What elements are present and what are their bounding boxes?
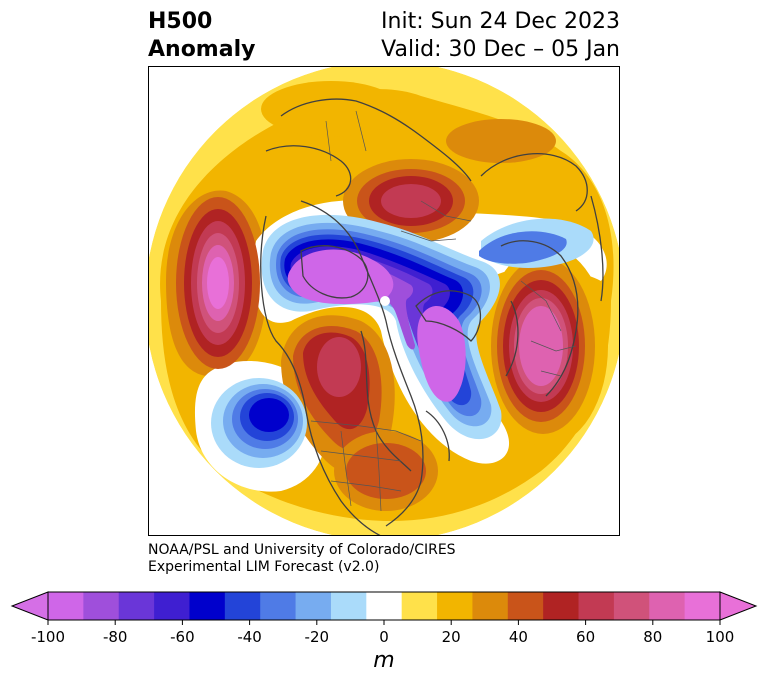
- init-date: Init: Sun 24 Dec 2023: [381, 9, 620, 34]
- colorbar-segment: [48, 592, 84, 620]
- colorbar-segment: [189, 592, 226, 620]
- colorbar-segments: [10, 591, 758, 621]
- anomaly-map: [148, 66, 620, 536]
- colorbar-tick-label: 100: [706, 628, 735, 646]
- colorbar-segment: [330, 592, 367, 620]
- colorbar: -100 -80 -60 -40 -20 0 20 40 60 80 100: [10, 591, 758, 646]
- colorbar-segment: [507, 592, 544, 620]
- colorbar-tick-label: -20: [305, 628, 330, 646]
- colorbar-segment: [684, 592, 721, 620]
- pacific-trough: [211, 378, 307, 468]
- colorbar-segment: [401, 592, 438, 620]
- colorbar-segment: [118, 592, 155, 620]
- europe-ridge: [484, 246, 608, 446]
- valid-date: Valid: 30 Dec – 05 Jan: [381, 37, 620, 62]
- colorbar-segment: [295, 592, 332, 620]
- colorbar-extend-high: [719, 591, 758, 621]
- colorbar-tick-label: 60: [576, 628, 595, 646]
- credit-block: NOAA/PSL and University of Colorado/CIRE…: [148, 542, 456, 576]
- title-line-1: H500: [148, 9, 213, 34]
- western-ridge: [281, 315, 395, 474]
- colorbar-segment: [366, 592, 403, 620]
- scandinavia-trough: [479, 231, 567, 264]
- north-ridge: [261, 81, 401, 137]
- colorbar-segment: [613, 592, 650, 620]
- colorbar-tick-label: -100: [31, 628, 65, 646]
- southeast-ridge: [334, 431, 438, 511]
- colorbar-segment: [224, 592, 261, 620]
- colorbar-segment: [649, 592, 686, 620]
- forecast-dates: Init: Sun 24 Dec 2023 Valid: 30 Dec – 05…: [381, 8, 620, 64]
- colorbar-segment: [472, 592, 509, 620]
- colorbar-unit: m: [373, 648, 395, 673]
- credit-line-1: NOAA/PSL and University of Colorado/CIRE…: [148, 542, 456, 558]
- pacific-ridge: [176, 197, 260, 369]
- colorbar-tick-label: -80: [103, 628, 128, 646]
- map-canvas: [149, 67, 619, 535]
- north-ridge: [446, 119, 556, 163]
- colorbar-tick-label: 0: [379, 628, 389, 646]
- coastlines: [260, 98, 604, 535]
- colorbar-extend-low: [10, 591, 49, 621]
- colorbar-tick-label: -40: [237, 628, 262, 646]
- colorbar-tick-label: 20: [442, 628, 461, 646]
- colorbar-segment: [543, 592, 580, 620]
- title-line-2: Anomaly: [148, 37, 256, 62]
- anomaly-field: [149, 67, 619, 535]
- colorbar-tick-label: -60: [170, 628, 195, 646]
- colorbar-segment: [578, 592, 615, 620]
- colorbar-ticks: -100 -80 -60 -40 -20 0 20 40 60 80 100: [31, 620, 734, 646]
- arctic-trough: [261, 214, 502, 440]
- colorbar-segment: [83, 592, 120, 620]
- credit-line-2: Experimental LIM Forecast (v2.0): [148, 559, 380, 575]
- colorbar-tick-label: 40: [509, 628, 528, 646]
- colorbar-segment: [437, 592, 473, 620]
- title-block: H500 Anomaly: [148, 8, 255, 64]
- colorbar-tick-label: 80: [643, 628, 662, 646]
- borders: [310, 110, 577, 512]
- colorbar-segment: [154, 592, 190, 620]
- north-pole-marker: [380, 296, 390, 306]
- colorbar-segment: [260, 592, 297, 620]
